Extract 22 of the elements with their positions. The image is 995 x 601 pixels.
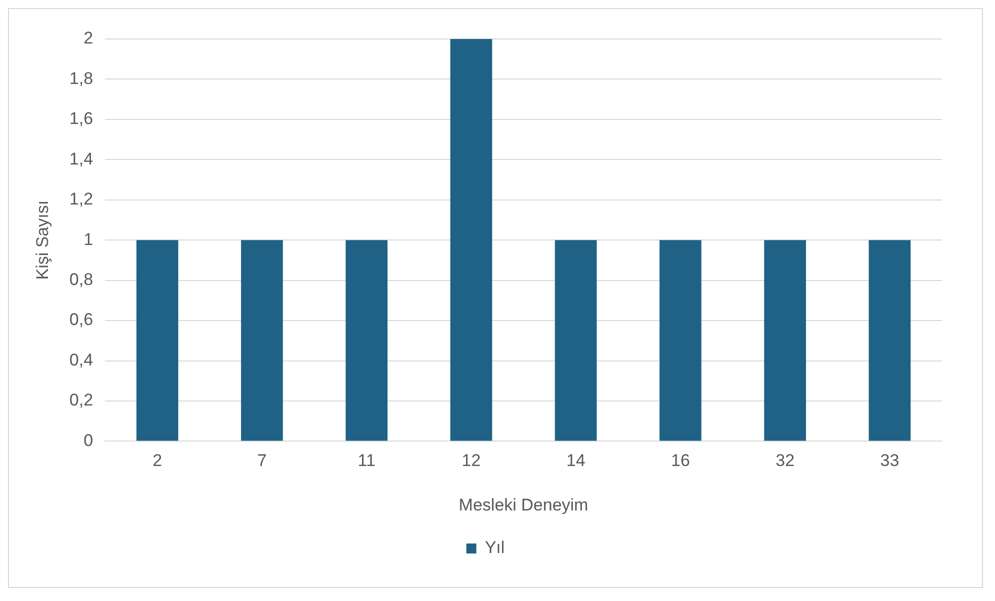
x-tick-label: 33 xyxy=(880,451,900,470)
x-axis-title: Mesleki Deneyim xyxy=(458,495,588,514)
y-axis-title: Kişi Sayısı xyxy=(32,200,52,280)
x-tick-label: 16 xyxy=(670,451,690,470)
y-tick-label: 1,4 xyxy=(69,149,94,168)
y-tick-label: 0,6 xyxy=(69,310,94,330)
y-tick-label: 1 xyxy=(84,230,94,249)
y-tick-label: 1,8 xyxy=(69,68,94,88)
legend-label: Yıl xyxy=(484,538,505,558)
y-tick-label: 0,8 xyxy=(69,270,94,290)
x-tick-label: 32 xyxy=(776,451,795,470)
y-tick-label: 0 xyxy=(84,430,94,450)
x-tick-label: 14 xyxy=(566,451,586,470)
y-tick-label: 1,6 xyxy=(69,109,94,128)
y-tick-label: 0,4 xyxy=(69,350,94,370)
y-tick-label: 2 xyxy=(84,28,94,48)
y-tick-label: 1,2 xyxy=(69,190,94,209)
x-tick-label: 11 xyxy=(358,451,376,470)
x-tick-label: 2 xyxy=(152,451,162,470)
y-tick-label: 0,2 xyxy=(69,390,94,410)
x-tick-label: 7 xyxy=(257,451,267,470)
x-tick-label: 12 xyxy=(462,451,481,470)
